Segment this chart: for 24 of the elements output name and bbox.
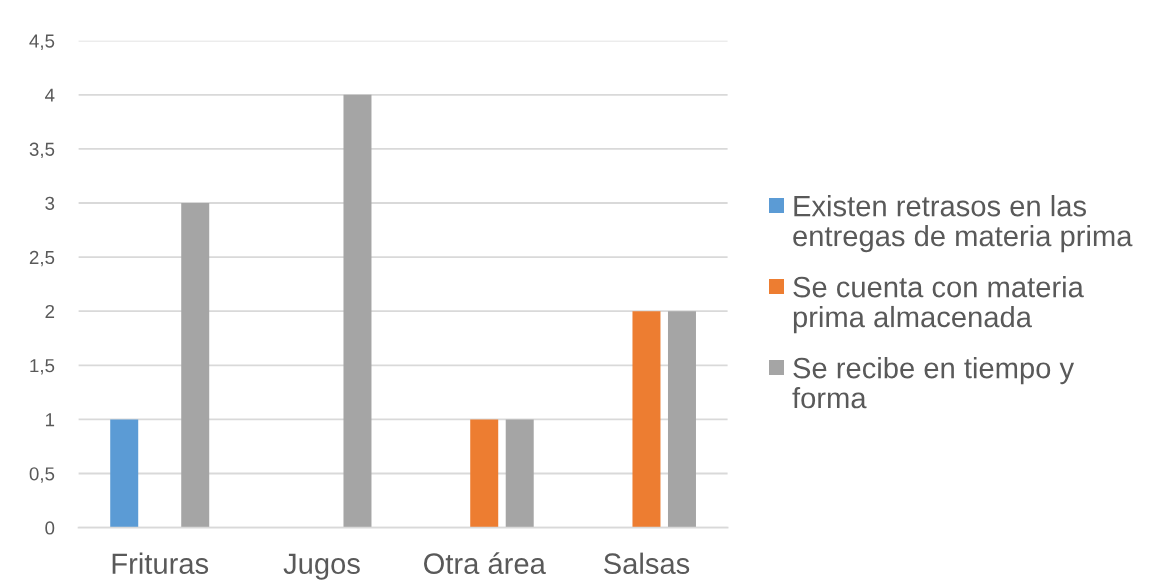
y-tick-label: 2 (45, 304, 55, 318)
x-tick-label: Salsas (604, 552, 690, 575)
y-tick-label: 3 (45, 196, 55, 210)
legend-label: Se cuenta con materia prima almacenada (793, 276, 1084, 334)
bar (110, 419, 139, 528)
y-tick-label: 0 (45, 521, 55, 535)
y-tick-label: 2,5 (29, 250, 55, 267)
y-tick-label: 4,5 (29, 34, 55, 50)
legend-label: Se recibe en tiempo y forma (792, 357, 1075, 409)
bar (470, 419, 499, 528)
y-tick-label: 4 (44, 88, 55, 102)
y-tick-label: 1 (45, 413, 55, 427)
bar (181, 203, 210, 528)
y-tick-label: 3,5 (29, 142, 55, 159)
bar (632, 311, 661, 528)
bar (667, 311, 696, 528)
y-tick-label: 1,5 (30, 359, 55, 375)
bar (343, 94, 372, 528)
x-tick-label: Otra área (424, 552, 546, 575)
x-tick-label: Jugos (283, 553, 360, 580)
legend-label: Existen retrasos en las entregas de materia prima (793, 195, 1133, 253)
x-tick-label: Frituras (112, 552, 209, 575)
y-tick-label: 0,5 (29, 467, 55, 483)
bar (505, 419, 534, 528)
